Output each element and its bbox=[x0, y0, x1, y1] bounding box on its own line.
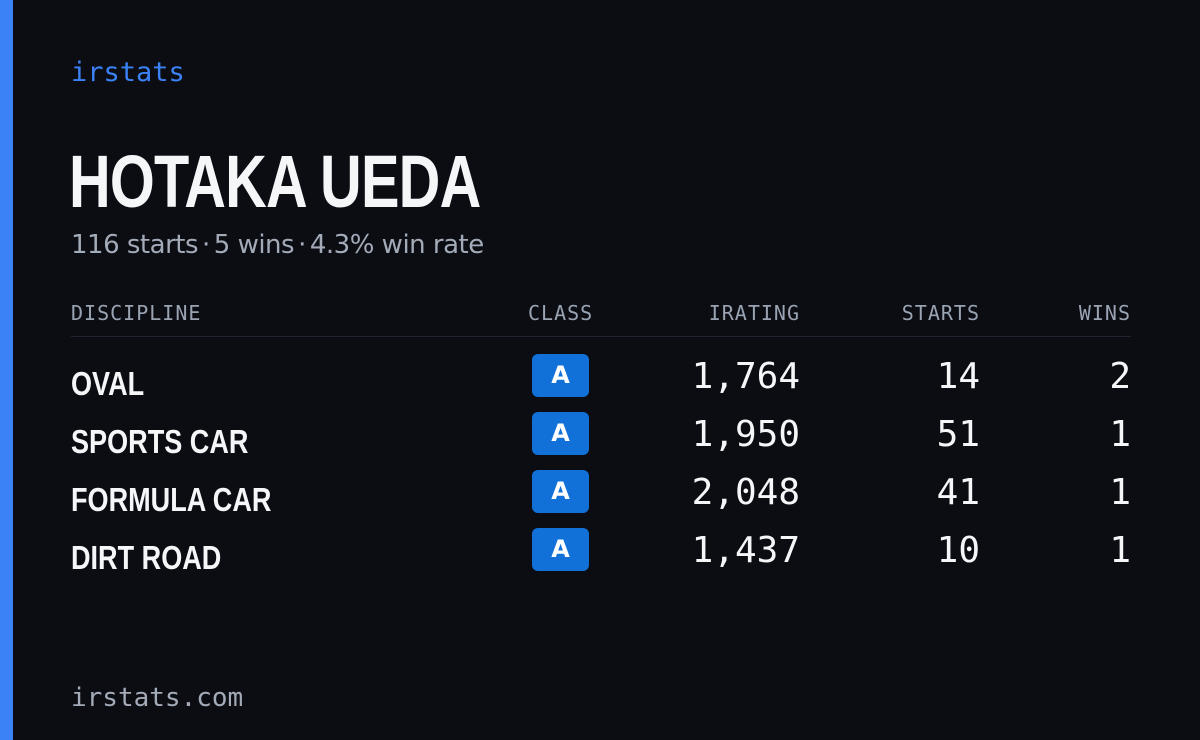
table-row: FORMULA CAR A 2,048 41 1 bbox=[71, 470, 1131, 528]
header-divider bbox=[71, 336, 1131, 337]
wins-value: 1 bbox=[1109, 472, 1131, 513]
discipline-name: SPORTS CAR bbox=[71, 423, 249, 460]
wins-total: 5 wins bbox=[213, 230, 295, 260]
wins-value: 1 bbox=[1109, 530, 1131, 571]
starts-total: 116 starts bbox=[71, 230, 199, 260]
separator-dot: · bbox=[202, 230, 210, 260]
win-rate: 4.3% win rate bbox=[309, 230, 484, 260]
footer-site-url: irstats.com bbox=[71, 683, 244, 713]
column-header-class: CLASS bbox=[528, 301, 594, 325]
column-header-starts: STARTS bbox=[901, 301, 980, 325]
class-badge: A bbox=[532, 528, 589, 571]
table-row: SPORTS CAR A 1,950 51 1 bbox=[71, 412, 1131, 470]
brand-logo-text: irstats bbox=[71, 57, 185, 88]
column-header-irating: IRATING bbox=[708, 301, 800, 325]
irating-value: 2,048 bbox=[691, 472, 800, 513]
wins-value: 1 bbox=[1109, 414, 1131, 455]
class-badge: A bbox=[532, 412, 589, 455]
column-header-wins: WINS bbox=[1078, 301, 1131, 325]
wins-value: 2 bbox=[1109, 356, 1131, 397]
irating-value: 1,437 bbox=[691, 530, 800, 571]
starts-value: 14 bbox=[936, 356, 980, 397]
class-badge: A bbox=[532, 354, 589, 397]
starts-value: 51 bbox=[936, 414, 980, 455]
player-summary: 116 starts · 5 wins · 4.3% win rate bbox=[71, 229, 484, 261]
irating-value: 1,764 bbox=[691, 356, 800, 397]
table-row: OVAL A 1,764 14 2 bbox=[71, 354, 1131, 412]
discipline-name: DIRT ROAD bbox=[71, 539, 222, 576]
class-badge: A bbox=[532, 470, 589, 513]
discipline-name: FORMULA CAR bbox=[71, 481, 272, 518]
table-row: DIRT ROAD A 1,437 10 1 bbox=[71, 528, 1131, 586]
player-name: HOTAKA UEDA bbox=[69, 140, 481, 223]
separator-dot: · bbox=[298, 230, 306, 260]
irating-value: 1,950 bbox=[691, 414, 800, 455]
discipline-name: OVAL bbox=[71, 365, 145, 402]
column-header-discipline: DISCIPLINE bbox=[71, 301, 202, 325]
accent-bar bbox=[0, 0, 13, 740]
starts-value: 10 bbox=[936, 530, 980, 571]
starts-value: 41 bbox=[936, 472, 980, 513]
